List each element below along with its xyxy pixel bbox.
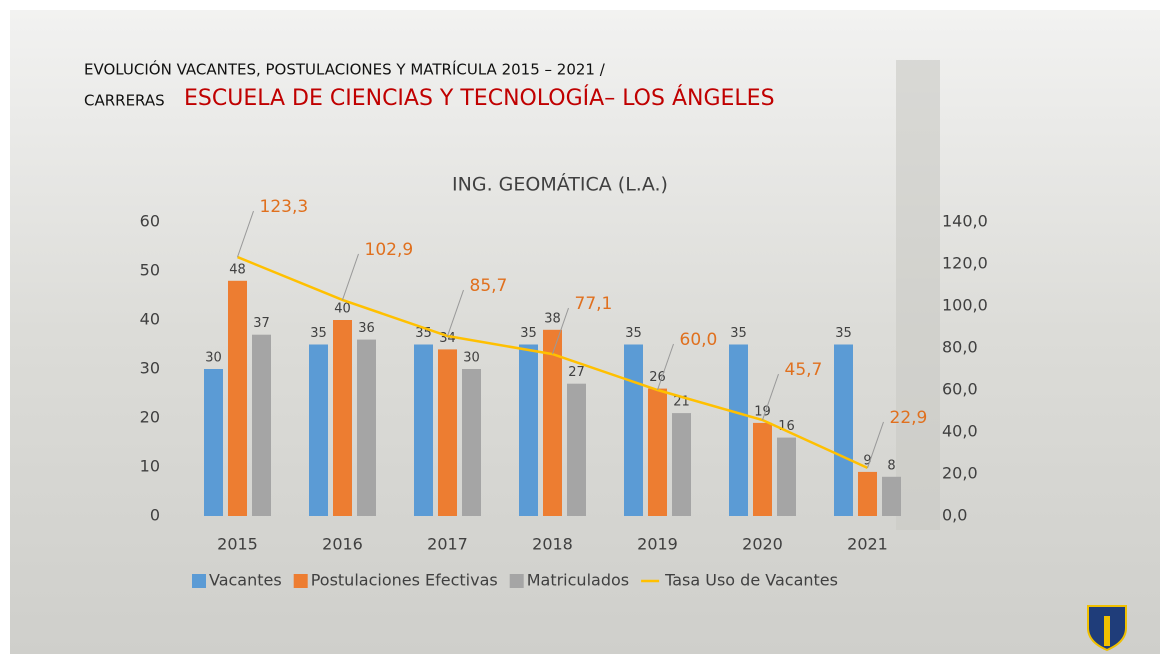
- legend-swatch: [510, 574, 524, 588]
- bar: [438, 349, 457, 516]
- line-label: 102,9: [365, 240, 414, 260]
- bar: [858, 472, 877, 516]
- bar: [753, 423, 772, 516]
- data-label: 38: [544, 311, 561, 326]
- x-tick-label: 2017: [427, 535, 468, 554]
- y2-tick-label: 120,0: [942, 254, 988, 273]
- bar: [204, 369, 223, 516]
- chart-title: ING. GEOMÁTICA (L.A.): [452, 173, 668, 196]
- bar: [648, 389, 667, 516]
- line-label: 22,9: [890, 408, 928, 428]
- y-tick-label: 50: [140, 261, 160, 280]
- x-tick-label: 2021: [847, 535, 888, 554]
- data-label: 35: [310, 326, 327, 341]
- legend-swatch: [192, 574, 206, 588]
- y-tick-label: 30: [140, 359, 160, 378]
- data-label: 48: [229, 262, 246, 277]
- bar: [777, 438, 796, 516]
- x-tick-label: 2020: [742, 535, 783, 554]
- data-label: 35: [520, 326, 537, 341]
- y-tick-label: 10: [140, 457, 160, 476]
- legend-label: Tasa Uso de Vacantes: [664, 571, 838, 590]
- header-prefix: CARRERAS: [84, 92, 165, 110]
- y2-tick-label: 60,0: [942, 380, 978, 399]
- x-tick-label: 2018: [532, 535, 573, 554]
- legend-label: Matriculados: [527, 571, 629, 590]
- y2-tick-label: 140,0: [942, 212, 988, 231]
- data-label: 35: [730, 326, 747, 341]
- header-school: ESCUELA DE CIENCIAS Y TECNOLOGÍA– LOS ÁN…: [184, 85, 775, 111]
- y2-tick-label: 20,0: [942, 464, 978, 483]
- slide: EVOLUCIÓN VACANTES, POSTULACIONES Y MATR…: [0, 0, 1170, 662]
- y2-tick-label: 0,0: [942, 506, 967, 525]
- data-label: 30: [205, 351, 222, 366]
- line-label: 123,3: [260, 197, 309, 217]
- header-line: EVOLUCIÓN VACANTES, POSTULACIONES Y MATR…: [84, 60, 606, 79]
- y-tick-label: 40: [140, 310, 160, 329]
- data-label: 40: [334, 302, 351, 317]
- data-label: 36: [358, 321, 375, 336]
- line-label: 45,7: [785, 360, 823, 380]
- bar: [333, 320, 352, 516]
- bar: [882, 477, 901, 516]
- line-label: 60,0: [680, 330, 718, 350]
- x-tick-label: 2015: [217, 535, 258, 554]
- bar: [729, 345, 748, 517]
- y-tick-label: 0: [150, 506, 160, 525]
- data-label: 27: [568, 365, 585, 380]
- x-tick-label: 2019: [637, 535, 678, 554]
- line-label: 85,7: [470, 276, 508, 296]
- y-tick-label: 20: [140, 408, 160, 427]
- line-label: 77,1: [575, 294, 613, 314]
- y2-tick-label: 80,0: [942, 338, 978, 357]
- bar: [252, 335, 271, 516]
- bar: [519, 345, 538, 517]
- y2-tick-label: 40,0: [942, 422, 978, 441]
- data-label: 8: [887, 458, 895, 473]
- bar: [357, 340, 376, 516]
- bar: [834, 345, 853, 517]
- y-tick-label: 60: [140, 212, 160, 231]
- y2-tick-label: 100,0: [942, 296, 988, 315]
- bar: [414, 345, 433, 517]
- bar: [543, 330, 562, 516]
- bar: [309, 345, 328, 517]
- bar: [672, 413, 691, 516]
- legend-swatch: [294, 574, 308, 588]
- bar: [462, 369, 481, 516]
- data-label: 35: [835, 326, 852, 341]
- data-label: 35: [625, 326, 642, 341]
- legend-label: Postulaciones Efectivas: [311, 571, 498, 590]
- x-tick-label: 2016: [322, 535, 363, 554]
- tower: [896, 60, 940, 530]
- bar: [228, 281, 247, 516]
- bar: [567, 384, 586, 516]
- data-label: 30: [463, 351, 480, 366]
- data-label: 37: [253, 316, 270, 331]
- legend-label: Vacantes: [209, 571, 282, 590]
- bar: [624, 345, 643, 517]
